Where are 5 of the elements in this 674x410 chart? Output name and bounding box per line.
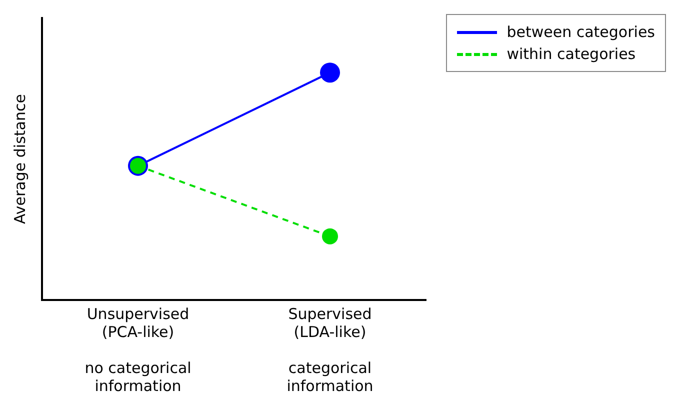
- y-axis-title: Average distance: [10, 94, 29, 224]
- legend-label: within categories: [506, 44, 636, 65]
- legend-label: between categories: [506, 22, 655, 43]
- category-label: Unsupervised (PCA-like) no categorical information: [84, 304, 192, 395]
- category-label: Supervised (LDA-like) categorical information: [286, 304, 374, 395]
